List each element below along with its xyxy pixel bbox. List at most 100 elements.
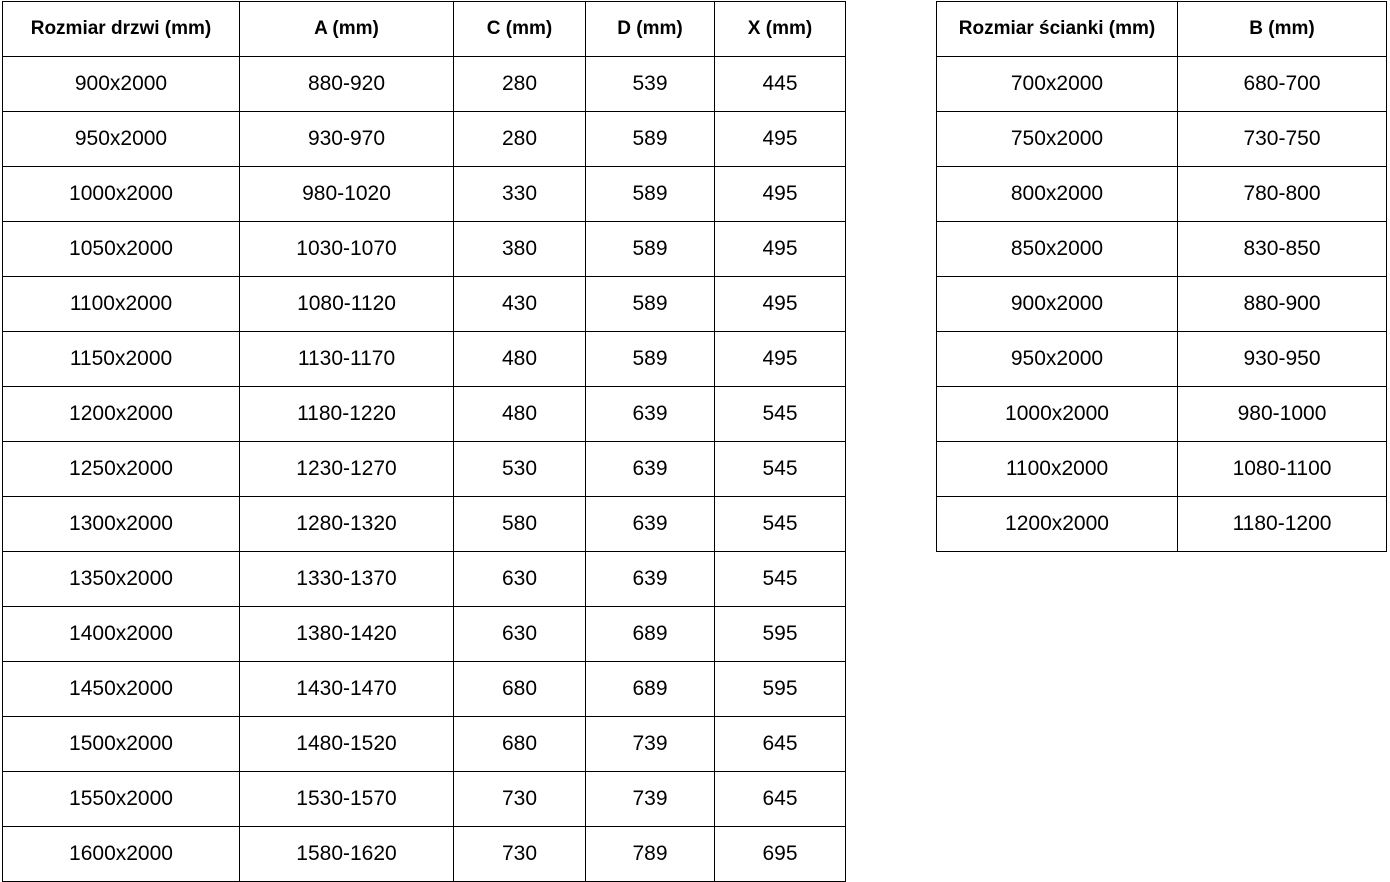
door-cell: 595 bbox=[714, 661, 846, 717]
door-cell: 1480-1520 bbox=[239, 716, 454, 772]
door-size-table: Rozmiar drzwi (mm) A (mm) C (mm) D (mm) … bbox=[2, 1, 846, 882]
table-row: 1150x2000 1130-1170 480 589 495 bbox=[2, 331, 846, 387]
door-cell: 595 bbox=[714, 606, 846, 662]
door-cell: 680 bbox=[453, 716, 586, 772]
wall-cell: 880-900 bbox=[1177, 276, 1387, 332]
door-cell: 980-1020 bbox=[239, 166, 454, 222]
wall-cell: 1100x2000 bbox=[936, 441, 1178, 497]
table-row: 700x2000 680-700 bbox=[936, 56, 1387, 112]
table-row: 1600x2000 1580-1620 730 789 695 bbox=[2, 826, 846, 882]
door-cell: 430 bbox=[453, 276, 586, 332]
door-cell: 1530-1570 bbox=[239, 771, 454, 827]
door-cell: 495 bbox=[714, 166, 846, 222]
door-cell: 280 bbox=[453, 56, 586, 112]
table-row: 1100x2000 1080-1100 bbox=[936, 441, 1387, 497]
door-cell: 645 bbox=[714, 716, 846, 772]
door-cell: 689 bbox=[585, 606, 715, 662]
door-cell: 545 bbox=[714, 441, 846, 497]
table-row: 1450x2000 1430-1470 680 689 595 bbox=[2, 661, 846, 717]
door-cell: 639 bbox=[585, 551, 715, 607]
door-cell: 1050x2000 bbox=[2, 221, 240, 277]
door-cell: 695 bbox=[714, 826, 846, 882]
door-cell: 930-970 bbox=[239, 111, 454, 167]
door-cell: 950x2000 bbox=[2, 111, 240, 167]
door-cell: 1500x2000 bbox=[2, 716, 240, 772]
door-cell: 589 bbox=[585, 166, 715, 222]
door-cell: 380 bbox=[453, 221, 586, 277]
table-row: 750x2000 730-750 bbox=[936, 111, 1387, 167]
door-cell: 445 bbox=[714, 56, 846, 112]
door-cell: 589 bbox=[585, 111, 715, 167]
wall-cell: 730-750 bbox=[1177, 111, 1387, 167]
wall-col-header-b: B (mm) bbox=[1177, 1, 1387, 57]
table-row: 1200x2000 1180-1200 bbox=[936, 496, 1387, 552]
door-col-header-d: D (mm) bbox=[585, 1, 715, 57]
table-row: 850x2000 830-850 bbox=[936, 221, 1387, 277]
door-cell: 789 bbox=[585, 826, 715, 882]
wall-cell: 800x2000 bbox=[936, 166, 1178, 222]
door-cell: 589 bbox=[585, 276, 715, 332]
door-cell: 1580-1620 bbox=[239, 826, 454, 882]
door-cell: 1400x2000 bbox=[2, 606, 240, 662]
wall-cell: 1180-1200 bbox=[1177, 496, 1387, 552]
door-cell: 589 bbox=[585, 331, 715, 387]
table-row: 1400x2000 1380-1420 630 689 595 bbox=[2, 606, 846, 662]
door-cell: 1350x2000 bbox=[2, 551, 240, 607]
door-table-body: 900x2000 880-920 280 539 445 950x2000 930-970 2… bbox=[2, 56, 846, 882]
door-cell: 630 bbox=[453, 606, 586, 662]
door-cell: 1200x2000 bbox=[2, 386, 240, 442]
wall-cell: 780-800 bbox=[1177, 166, 1387, 222]
door-cell: 480 bbox=[453, 331, 586, 387]
wall-cell: 900x2000 bbox=[936, 276, 1178, 332]
door-cell: 645 bbox=[714, 771, 846, 827]
table-row: 900x2000 880-900 bbox=[936, 276, 1387, 332]
door-cell: 1280-1320 bbox=[239, 496, 454, 552]
table-row: 1200x2000 1180-1220 480 639 545 bbox=[2, 386, 846, 442]
door-cell: 545 bbox=[714, 496, 846, 552]
table-row: 1300x2000 1280-1320 580 639 545 bbox=[2, 496, 846, 552]
door-col-header-size: Rozmiar drzwi (mm) bbox=[2, 1, 240, 57]
wall-cell: 700x2000 bbox=[936, 56, 1178, 112]
door-cell: 739 bbox=[585, 716, 715, 772]
door-cell: 1000x2000 bbox=[2, 166, 240, 222]
door-cell: 1230-1270 bbox=[239, 441, 454, 497]
door-cell: 1430-1470 bbox=[239, 661, 454, 717]
door-cell: 900x2000 bbox=[2, 56, 240, 112]
table-row: 950x2000 930-950 bbox=[936, 331, 1387, 387]
table-row: 800x2000 780-800 bbox=[936, 166, 1387, 222]
wall-size-table: Rozmiar ścianki (mm) B (mm) 700x2000 680-… bbox=[936, 1, 1387, 552]
door-cell: 1300x2000 bbox=[2, 496, 240, 552]
door-cell: 689 bbox=[585, 661, 715, 717]
door-cell: 1330-1370 bbox=[239, 551, 454, 607]
table-row: 1000x2000 980-1000 bbox=[936, 386, 1387, 442]
wall-cell: 1080-1100 bbox=[1177, 441, 1387, 497]
door-cell: 589 bbox=[585, 221, 715, 277]
door-cell: 539 bbox=[585, 56, 715, 112]
door-cell: 545 bbox=[714, 386, 846, 442]
door-cell: 1150x2000 bbox=[2, 331, 240, 387]
door-cell: 1550x2000 bbox=[2, 771, 240, 827]
door-cell: 630 bbox=[453, 551, 586, 607]
door-cell: 730 bbox=[453, 826, 586, 882]
wall-cell: 930-950 bbox=[1177, 331, 1387, 387]
door-col-header-x: X (mm) bbox=[714, 1, 846, 57]
table-row: 900x2000 880-920 280 539 445 bbox=[2, 56, 846, 112]
door-cell: 580 bbox=[453, 496, 586, 552]
wall-table-body: 700x2000 680-700 750x2000 730-750 800x2000 78… bbox=[936, 56, 1387, 552]
door-cell: 330 bbox=[453, 166, 586, 222]
wall-cell: 950x2000 bbox=[936, 331, 1178, 387]
wall-cell: 850x2000 bbox=[936, 221, 1178, 277]
wall-col-header-size: Rozmiar ścianki (mm) bbox=[936, 1, 1178, 57]
door-cell: 530 bbox=[453, 441, 586, 497]
table-row: 1000x2000 980-1020 330 589 495 bbox=[2, 166, 846, 222]
table-row: 1350x2000 1330-1370 630 639 545 bbox=[2, 551, 846, 607]
table-row: 1050x2000 1030-1070 380 589 495 bbox=[2, 221, 846, 277]
door-cell: 639 bbox=[585, 496, 715, 552]
door-cell: 639 bbox=[585, 441, 715, 497]
wall-table-header-row: Rozmiar ścianki (mm) B (mm) bbox=[936, 1, 1387, 57]
door-cell: 730 bbox=[453, 771, 586, 827]
door-cell: 639 bbox=[585, 386, 715, 442]
door-cell: 1450x2000 bbox=[2, 661, 240, 717]
table-row: 1250x2000 1230-1270 530 639 545 bbox=[2, 441, 846, 497]
